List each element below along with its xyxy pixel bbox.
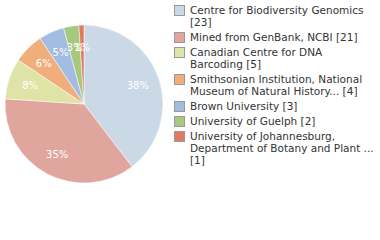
legend-item: Mined from GenBank, NCBI [21] (172, 31, 377, 43)
data-label: 6% (36, 58, 52, 69)
pie-slice (64, 25, 84, 104)
legend-item: Centre for Biodiversity Genomics [23] (172, 4, 377, 28)
pie-slice (5, 99, 132, 183)
legend-swatch (174, 116, 185, 127)
legend-item: Brown University [3] (172, 100, 377, 112)
legend-swatch (174, 101, 185, 112)
legend-swatch (174, 47, 185, 58)
pie-slice (79, 25, 84, 104)
legend-item: University of Johannesburg, Department o… (172, 130, 377, 166)
legend-swatch (174, 5, 185, 16)
legend-swatch (174, 131, 185, 142)
legend-label: Smithsonian Institution, National Museum… (190, 73, 362, 97)
data-label: 8% (22, 80, 38, 91)
legend-item: Smithsonian Institution, National Museum… (172, 73, 377, 97)
data-label: 1% (74, 42, 90, 53)
legend-label: Brown University [3] (190, 100, 297, 112)
legend-label: University of Guelph [2] (190, 115, 315, 127)
legend-label: Centre for Biodiversity Genomics [23] (190, 4, 363, 28)
data-label: 35% (46, 149, 68, 160)
data-label: 38% (127, 80, 149, 91)
legend-label: Mined from GenBank, NCBI [21] (190, 31, 358, 43)
legend-label: University of Johannesburg, Department o… (190, 130, 374, 166)
legend-swatch (174, 74, 185, 85)
legend-swatch (174, 32, 185, 43)
legend-item: Canadian Centre for DNA Barcoding [5] (172, 46, 377, 70)
pie-area: 38%35%8%6%5%3%1% (0, 0, 170, 240)
legend: Centre for Biodiversity Genomics [23] Min… (172, 4, 377, 169)
legend-item: University of Guelph [2] (172, 115, 377, 127)
legend-label: Canadian Centre for DNA Barcoding [5] (190, 46, 322, 70)
